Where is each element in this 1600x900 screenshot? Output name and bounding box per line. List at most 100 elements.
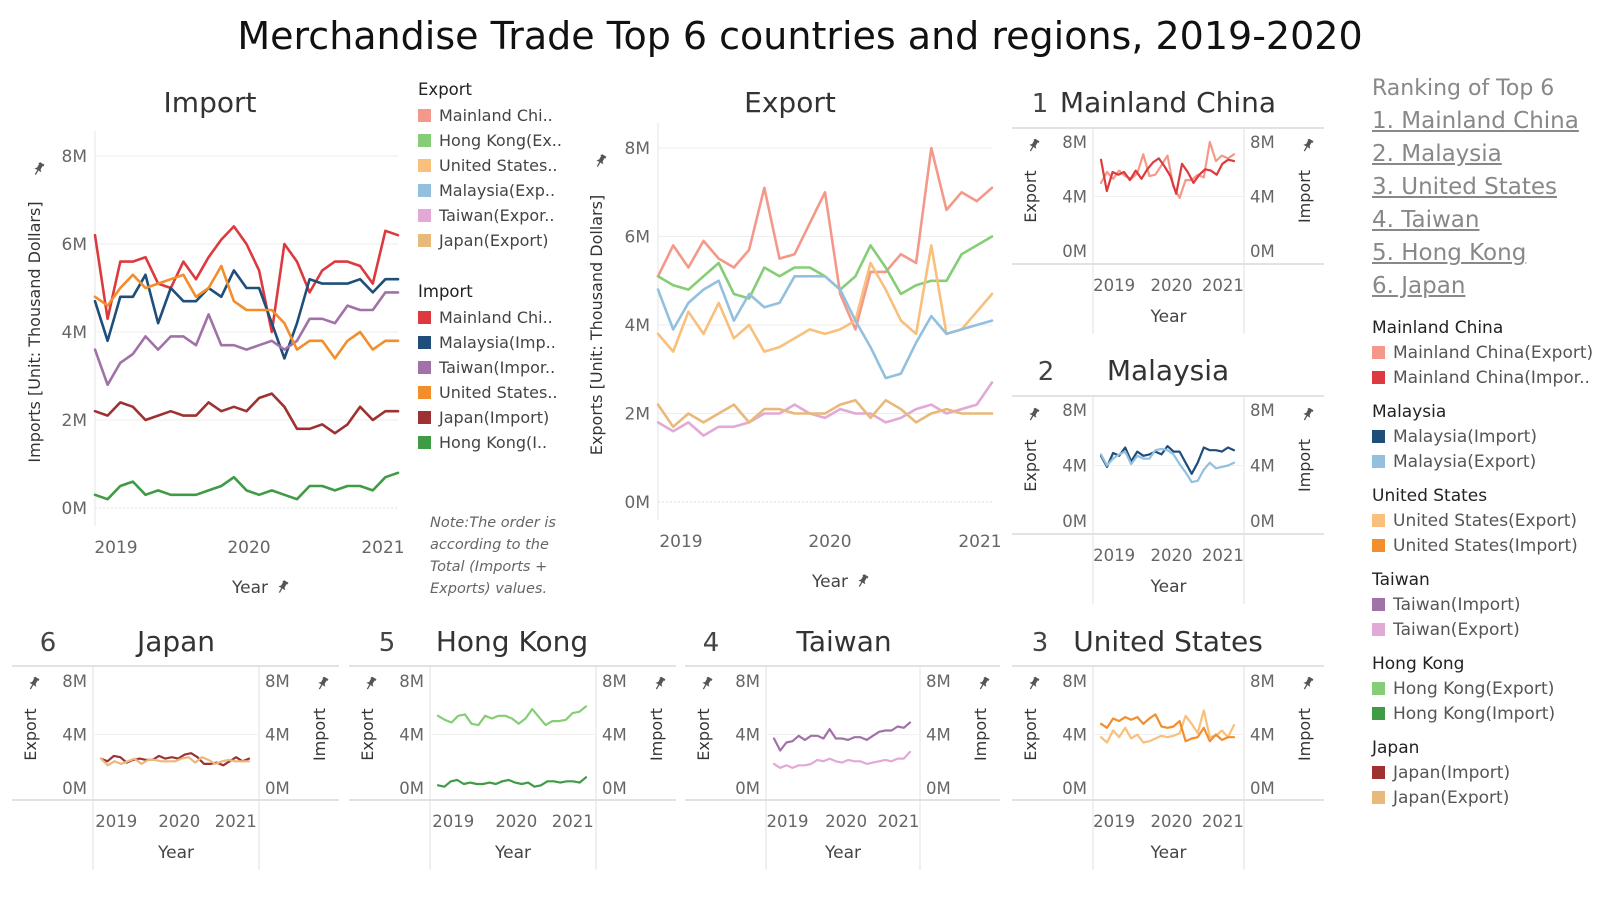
chart-title: Export bbox=[744, 86, 836, 119]
chart-title: Malaysia bbox=[1107, 354, 1229, 387]
import-legend-item[interactable]: United States.. bbox=[418, 380, 558, 405]
y-axis-title-left: Export bbox=[21, 708, 40, 760]
x-tick-label: 2019 bbox=[767, 812, 809, 831]
y-axis-title-right: Import bbox=[1295, 170, 1314, 223]
export-legend-item[interactable]: Mainland Chi.. bbox=[418, 103, 562, 128]
y-tick-label-left: 8M bbox=[1062, 672, 1087, 691]
import-legend-item[interactable]: Hong Kong(I.. bbox=[418, 430, 558, 455]
country-legend-item[interactable]: United States(Import) bbox=[1372, 533, 1597, 558]
country-chart: 2 Malaysia 0M 0M 4M 4M 8M 8M Export Import 2019 202… bbox=[1012, 354, 1324, 604]
pin-icon bbox=[1303, 407, 1314, 421]
export-chart: Export 0M 2M 4M 6M 8M 2019 2020 2021 Year Exports … bbox=[587, 86, 1002, 592]
pin-icon-head bbox=[1303, 138, 1314, 149]
legend-label: Japan(Import) bbox=[439, 408, 550, 427]
legend-swatch bbox=[1372, 430, 1385, 443]
legend-label: United States(Export) bbox=[1393, 510, 1578, 531]
ranking-link-1[interactable]: 1. Mainland China bbox=[1372, 108, 1579, 134]
legend-swatch bbox=[418, 159, 431, 172]
export-legend-item[interactable]: United States.. bbox=[418, 153, 562, 178]
x-tick-label: 2021 bbox=[215, 812, 257, 831]
legend-label: Malaysia(Exp.. bbox=[439, 181, 556, 200]
country-legend-item[interactable]: Taiwan(Export) bbox=[1372, 617, 1597, 642]
pin-icon bbox=[1029, 138, 1040, 152]
y-tick-label-left: 0M bbox=[62, 779, 87, 798]
export-legend-heading: Export bbox=[418, 80, 473, 99]
legend-label: Hong Kong(Export) bbox=[1393, 678, 1555, 699]
export-legend-item[interactable]: Japan(Export) bbox=[418, 228, 562, 253]
country-legend-item[interactable]: United States(Export) bbox=[1372, 508, 1597, 533]
x-tick-label: 2019 bbox=[94, 538, 137, 558]
x-tick-label: 2019 bbox=[95, 812, 137, 831]
export-legend-item[interactable]: Taiwan(Expor.. bbox=[418, 203, 562, 228]
ranking-link-4[interactable]: 4. Taiwan bbox=[1372, 207, 1480, 233]
import-legend-item[interactable]: Mainland Chi.. bbox=[418, 305, 558, 330]
y-tick-label-left: 0M bbox=[1062, 242, 1087, 261]
ranking-link-2[interactable]: 2. Malaysia bbox=[1372, 141, 1502, 167]
y-tick-label-right: 8M bbox=[1250, 401, 1275, 420]
country-legend-group: Japan Japan(Import) Japan(Export) bbox=[1372, 738, 1597, 810]
import-legend-item[interactable]: Malaysia(Imp.. bbox=[418, 330, 558, 355]
country-legend-item[interactable]: Mainland China(Export) bbox=[1372, 340, 1597, 365]
pin-icon-needle bbox=[1029, 146, 1034, 152]
x-axis-title: Year bbox=[231, 578, 268, 598]
y-tick-label-left: 4M bbox=[1062, 457, 1087, 476]
country-legend-item[interactable]: Japan(Import) bbox=[1372, 760, 1597, 785]
y-axis-title-right: Import bbox=[971, 708, 990, 761]
import-legend-item[interactable]: Taiwan(Impor.. bbox=[418, 355, 558, 380]
export-legend-item[interactable]: Malaysia(Exp.. bbox=[418, 178, 562, 203]
import-legend: Import Mainland Chi.. Malaysia(Imp.. Taiwan… bbox=[418, 282, 558, 455]
country-legend-item[interactable]: Hong Kong(Import) bbox=[1372, 701, 1597, 726]
pin-icon bbox=[318, 676, 329, 690]
pin-icon-needle bbox=[979, 684, 984, 690]
import-chart: Import 0M 2M 4M 6M 8M 2019 2020 2021 Year Imports … bbox=[25, 86, 405, 598]
country-chart: 5 Hong Kong 0M 0M 4M 4M 8M 8M Export Import 2019 20… bbox=[349, 625, 676, 870]
legend-label: Hong Kong(Ex.. bbox=[439, 131, 562, 150]
series-line bbox=[772, 750, 912, 770]
y-tick-label-left: 4M bbox=[62, 726, 87, 745]
pin-icon bbox=[34, 162, 45, 175]
x-tick-label: 2021 bbox=[1202, 812, 1244, 831]
ranking-link-5[interactable]: 5. Hong Kong bbox=[1372, 240, 1527, 266]
country-legend-item[interactable]: Japan(Export) bbox=[1372, 785, 1597, 810]
x-axis-title: Year bbox=[1150, 843, 1187, 863]
legend-swatch bbox=[1372, 707, 1385, 720]
y-tick-label-right: 4M bbox=[1250, 457, 1275, 476]
y-tick-label-left: 4M bbox=[1062, 726, 1087, 745]
country-legend-item[interactable]: Taiwan(Import) bbox=[1372, 592, 1597, 617]
legend-swatch bbox=[418, 411, 431, 424]
y-tick-label: 8M bbox=[62, 147, 87, 167]
rank-number: 6 bbox=[40, 628, 57, 658]
y-tick-label-left: 8M bbox=[399, 672, 424, 691]
series-line bbox=[1099, 157, 1236, 195]
country-legend-group: Hong Kong Hong Kong(Export) Hong Kong(Impo… bbox=[1372, 654, 1597, 726]
y-tick-label-left: 8M bbox=[1062, 401, 1087, 420]
rank-number: 2 bbox=[1038, 357, 1055, 387]
x-tick-label: 2020 bbox=[1151, 546, 1193, 565]
export-legend-item[interactable]: Hong Kong(Ex.. bbox=[418, 128, 562, 153]
legend-swatch bbox=[418, 386, 431, 399]
legend-swatch bbox=[418, 336, 431, 349]
pin-icon bbox=[1029, 676, 1040, 690]
y-tick-label-right: 0M bbox=[602, 779, 627, 798]
y-tick-label: 6M bbox=[625, 228, 650, 248]
ranking-link-3[interactable]: 3. United States bbox=[1372, 174, 1557, 200]
y-tick-label-right: 0M bbox=[265, 779, 290, 798]
series-line bbox=[1099, 140, 1236, 199]
x-tick-label: 2021 bbox=[1202, 546, 1244, 565]
legend-label: Japan(Export) bbox=[439, 231, 549, 250]
pin-icon-needle bbox=[318, 684, 323, 690]
x-tick-label: 2020 bbox=[227, 538, 270, 558]
country-legend-item[interactable]: Malaysia(Import) bbox=[1372, 424, 1597, 449]
ranking-link-6[interactable]: 6. Japan bbox=[1372, 273, 1466, 299]
country-legend-item[interactable]: Mainland China(Impor.. bbox=[1372, 365, 1597, 390]
x-tick-label: 2019 bbox=[659, 532, 702, 552]
y-tick-label-right: 0M bbox=[1250, 512, 1275, 531]
legend-label: Taiwan(Import) bbox=[1393, 594, 1521, 615]
y-axis-title-left: Export bbox=[694, 708, 713, 760]
import-legend-item[interactable]: Japan(Import) bbox=[418, 405, 558, 430]
dashboard-title: Merchandise Trade Top 6 countries and re… bbox=[237, 14, 1363, 58]
pin-icon-needle bbox=[1303, 415, 1308, 421]
country-legend-item[interactable]: Malaysia(Export) bbox=[1372, 449, 1597, 474]
country-legend-item[interactable]: Hong Kong(Export) bbox=[1372, 676, 1597, 701]
pin-icon-head bbox=[278, 580, 289, 591]
